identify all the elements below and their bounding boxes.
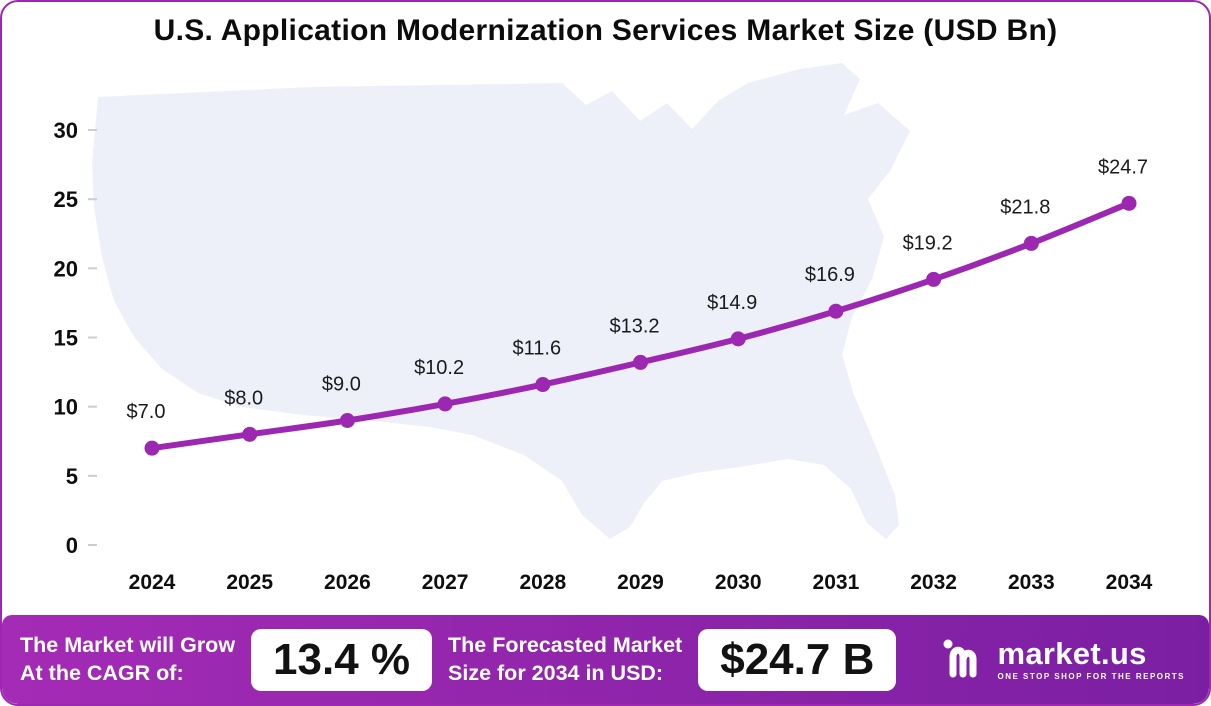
- brand-tagline: ONE STOP SHOP FOR THE REPORTS: [997, 672, 1185, 681]
- x-axis-label: 2026: [324, 571, 371, 594]
- us-map-background: [92, 63, 910, 539]
- chart-title: U.S. Application Modernization Services …: [153, 14, 1058, 47]
- x-axis-label: 2025: [226, 571, 273, 594]
- footer-banner: The Market will Grow At the CAGR of: 13.…: [2, 615, 1209, 704]
- cagr-value-badge: 13.4 %: [251, 628, 433, 691]
- y-axis-label: 30: [54, 118, 78, 143]
- brand-logo: market.us ONE STOP SHOP FOR THE REPORTS: [941, 635, 1191, 684]
- data-point-label: $24.7: [1098, 156, 1148, 178]
- brand-name: market.us: [997, 636, 1147, 671]
- forecast-label-line1: The Forecasted Market: [448, 632, 683, 657]
- x-axis-label: 2034: [1106, 571, 1153, 594]
- us-map-shape: [92, 63, 910, 539]
- data-point-label: $11.6: [513, 338, 562, 360]
- cagr-label-line2: At the CAGR of:: [20, 660, 184, 685]
- cagr-label: The Market will Grow At the CAGR of:: [20, 632, 235, 687]
- data-point-label: $13.2: [609, 315, 659, 337]
- forecast-label-line2: Size for 2034 in USD:: [448, 660, 664, 685]
- y-axis-label: 10: [54, 395, 78, 420]
- data-point-2034: [1121, 195, 1137, 211]
- data-point-label: $14.9: [707, 292, 757, 314]
- x-axis-label: 2030: [715, 571, 762, 594]
- brand-text: market.us ONE STOP SHOP FOR THE REPORTS: [997, 638, 1185, 681]
- data-point-2024: [144, 440, 160, 456]
- data-point-label: $16.9: [805, 264, 855, 286]
- y-axis-label: 25: [54, 187, 78, 212]
- x-axis-label: 2031: [813, 571, 860, 594]
- data-point-label: $8.0: [224, 387, 263, 409]
- data-point-label: $21.8: [1000, 196, 1050, 218]
- x-axis-label: 2033: [1008, 571, 1055, 594]
- data-point-2026: [339, 413, 355, 428]
- y-axis-label: 5: [66, 464, 78, 489]
- x-axis-label: 2032: [910, 571, 957, 594]
- y-axis-label: 20: [54, 256, 78, 281]
- y-axis-label: 15: [54, 326, 78, 351]
- data-point-2032: [926, 271, 942, 287]
- data-point-label: $9.0: [322, 374, 361, 396]
- data-point-label: $10.2: [414, 357, 464, 379]
- x-axis-label: 2024: [129, 571, 176, 594]
- data-point-2028: [535, 377, 551, 393]
- market-size-line: [149, 200, 1132, 452]
- data-point-2030: [730, 331, 746, 347]
- forecast-value-badge: $24.7 B: [698, 628, 897, 691]
- forecast-label: The Forecasted Market Size for 2034 in U…: [448, 632, 682, 687]
- market-us-logo-icon: [941, 635, 987, 684]
- data-point-2031: [828, 303, 844, 319]
- y-axis-label: 0: [66, 533, 78, 558]
- data-point-2033: [1023, 235, 1039, 251]
- x-axis-label: 2029: [617, 571, 664, 594]
- x-axis-label: 2028: [519, 571, 566, 594]
- data-point-2029: [633, 354, 648, 370]
- data-point-label: $19.2: [903, 232, 953, 254]
- data-point-label: $7.0: [127, 401, 166, 423]
- data-point-2025: [242, 426, 258, 442]
- cagr-label-line1: The Market will Grow: [20, 632, 236, 657]
- x-axis-label: 2027: [422, 571, 469, 594]
- data-point-2027: [437, 396, 453, 412]
